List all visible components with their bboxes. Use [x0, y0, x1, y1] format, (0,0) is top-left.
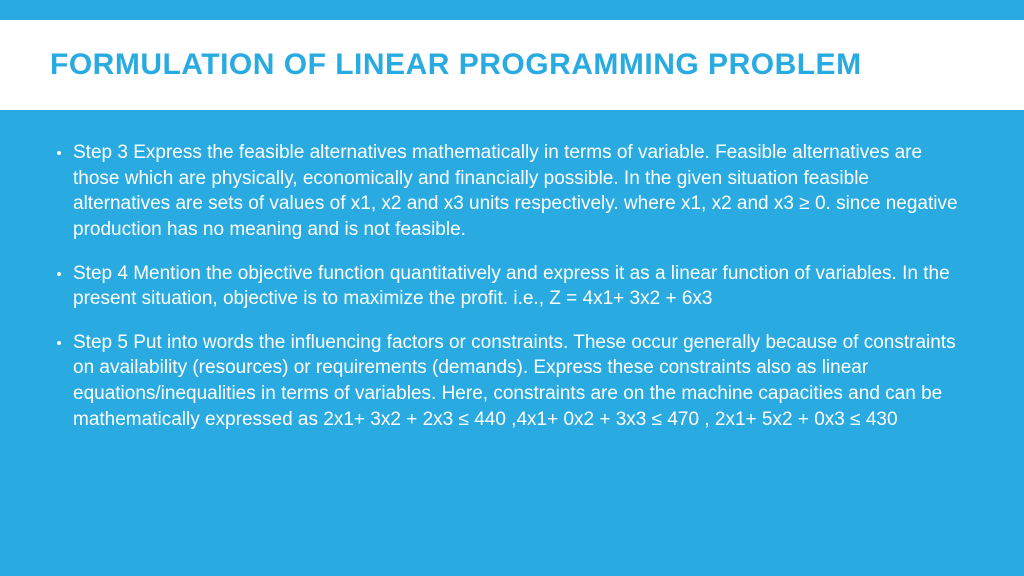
slide: FORMULATION OF LINEAR PROGRAMMING PROBLE…: [0, 0, 1024, 576]
bullet-item: Step 3 Express the feasible alternatives…: [55, 140, 969, 243]
bullet-item: Step 5 Put into words the influencing fa…: [55, 330, 969, 433]
slide-title: FORMULATION OF LINEAR PROGRAMMING PROBLE…: [50, 48, 984, 82]
bullet-item: Step 4 Mention the objective function qu…: [55, 261, 969, 312]
title-band: FORMULATION OF LINEAR PROGRAMMING PROBLE…: [0, 20, 1024, 110]
body-band: Step 3 Express the feasible alternatives…: [0, 110, 1024, 576]
bullet-list: Step 3 Express the feasible alternatives…: [55, 140, 969, 432]
top-accent-band: [0, 0, 1024, 20]
